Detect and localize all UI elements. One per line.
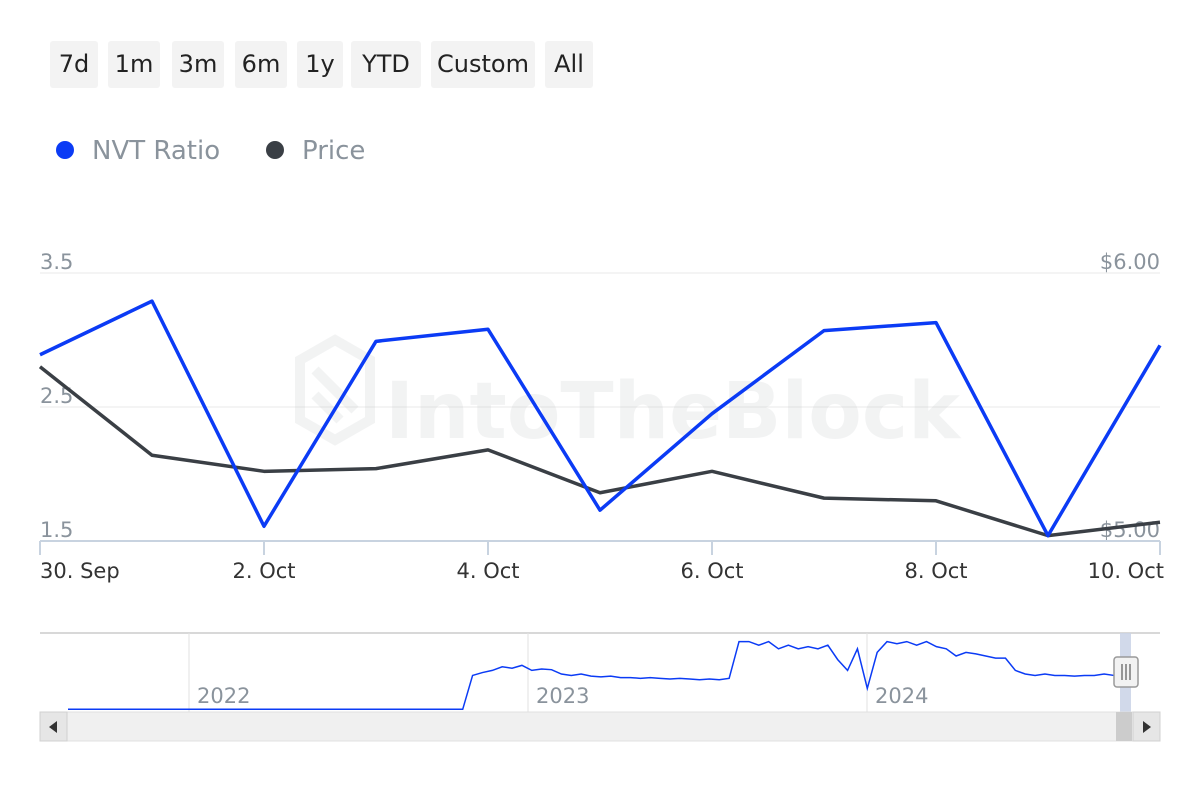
navigator-year-label: 2024 — [875, 684, 928, 708]
x-tick-label: 4. Oct — [456, 559, 519, 583]
series-line-nvt-ratio — [39, 299, 1162, 538]
series — [38, 299, 1162, 538]
navigator-series-line — [68, 640, 1115, 711]
legend-item-price[interactable]: Price — [266, 134, 365, 168]
grid-lines — [40, 272, 1160, 408]
x-tick-label: 10. Oct — [1088, 559, 1164, 583]
scrollbar-thumb[interactable] — [1116, 712, 1132, 741]
x-tick-label: 8. Oct — [904, 559, 967, 583]
navigator[interactable]: 2022 2023 2024 — [39, 632, 1161, 742]
range-button-ytd[interactable]: YTD — [351, 41, 421, 88]
range-button-3m[interactable]: 3m — [172, 41, 224, 88]
legend-dot-nvt-ratio — [56, 140, 74, 159]
legend-label-nvt-ratio: NVT Ratio — [92, 136, 221, 166]
y-right-tick-label: $6.00 — [1100, 250, 1160, 274]
range-button-7d[interactable]: 7d — [50, 41, 98, 88]
range-button-1m[interactable]: 1m — [108, 41, 160, 88]
x-tick-label: 30. Sep — [40, 559, 120, 583]
series-line-price — [38, 365, 1161, 538]
legend-dot-price — [266, 140, 284, 159]
legend-item-nvt-ratio[interactable]: NVT Ratio — [56, 134, 220, 168]
range-button-custom[interactable]: Custom — [431, 41, 535, 88]
scrollbar-track[interactable] — [39, 711, 1161, 742]
range-button-all[interactable]: All — [545, 41, 593, 88]
watermark-logo-icon — [295, 334, 375, 446]
range-button-1y[interactable]: 1y — [297, 41, 343, 88]
watermark: IntoTheBlock — [295, 334, 962, 457]
navigator-year-label: 2022 — [197, 684, 250, 708]
y-left-tick-label: 1.5 — [40, 518, 73, 542]
navigator-year-label: 2023 — [536, 684, 589, 708]
y-left-tick-label: 3.5 — [40, 250, 73, 274]
legend-label-price: Price — [302, 136, 366, 166]
chevron-right-icon — [1143, 721, 1151, 733]
watermark-text: IntoTheBlock — [385, 367, 962, 457]
x-tick-label: 6. Oct — [680, 559, 743, 583]
chevron-left-icon — [49, 721, 57, 733]
x-tick-label: 2. Oct — [232, 559, 295, 583]
range-button-6m[interactable]: 6m — [235, 41, 287, 88]
